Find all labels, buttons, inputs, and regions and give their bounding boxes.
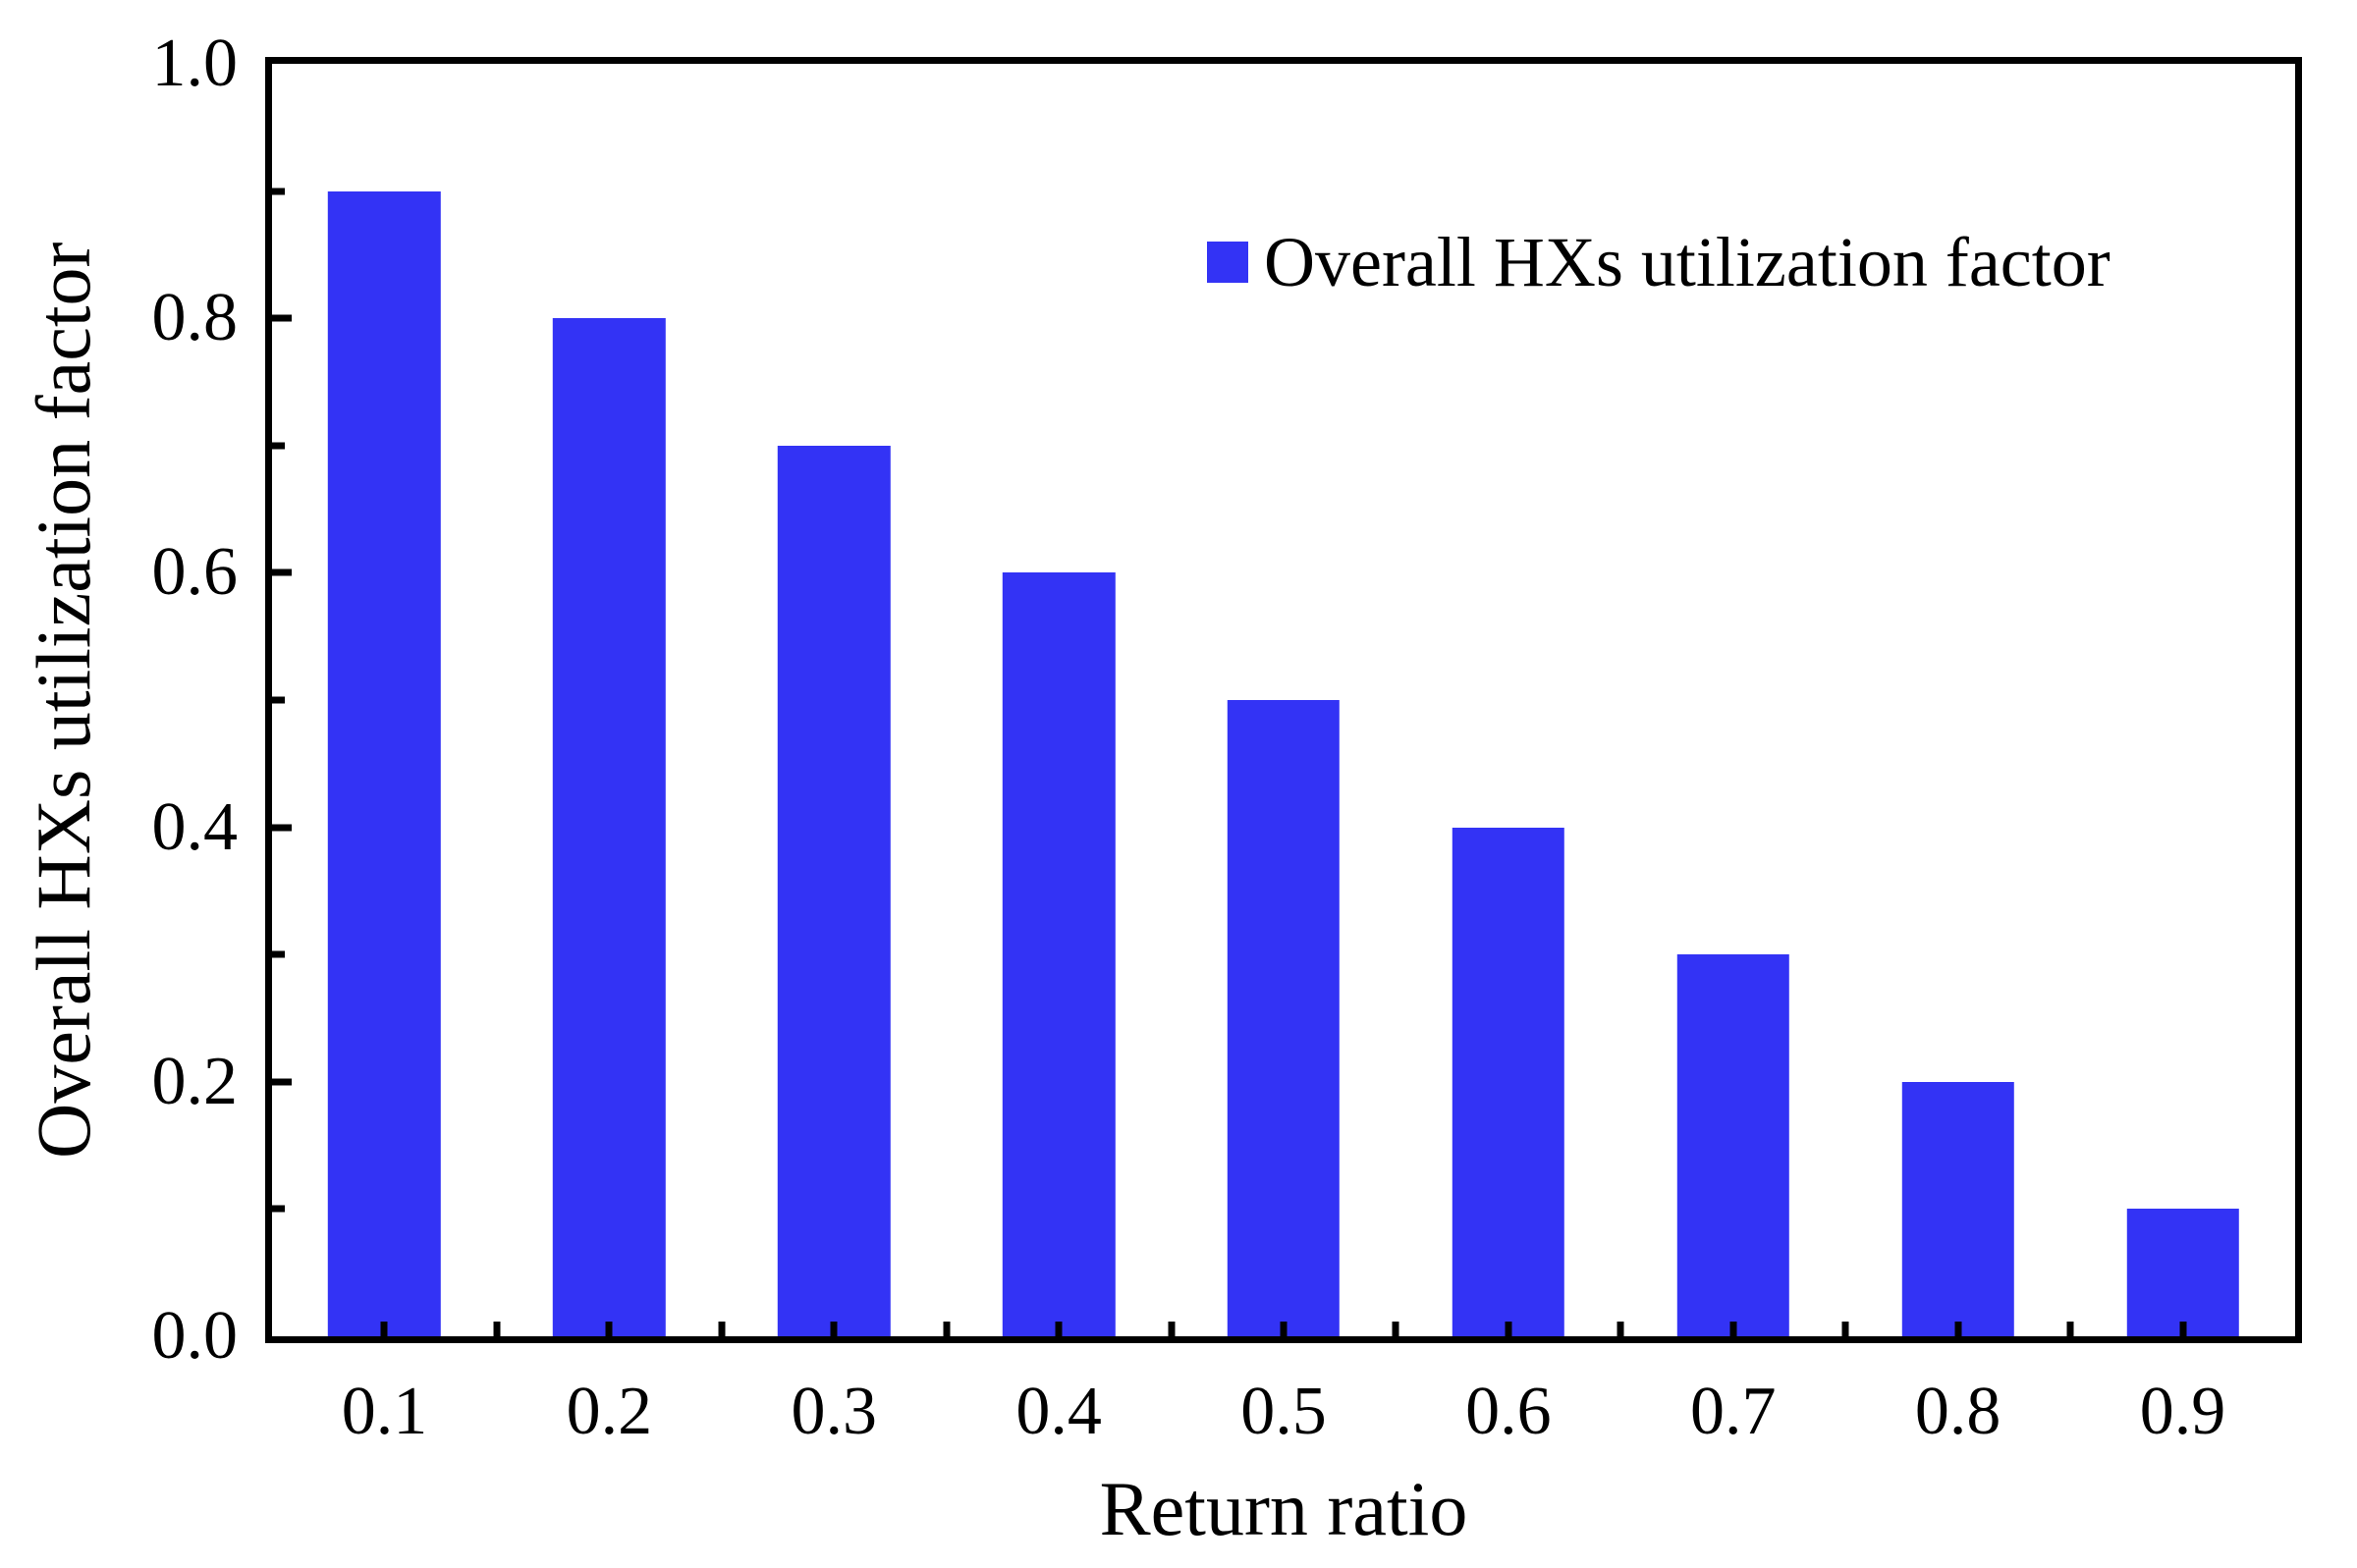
bar-0.1: [328, 190, 441, 1336]
x-tick-label: 0.8: [1914, 1374, 2001, 1449]
x-axis-tick: [1055, 1322, 1063, 1336]
y-axis-major-tick: [272, 568, 292, 576]
x-axis-tick: [1392, 1322, 1399, 1336]
y-tick-label: 0.8: [151, 280, 239, 356]
plot-area: Overall HXs utilization factor: [265, 57, 2302, 1343]
y-tick-label: 0.4: [151, 788, 239, 865]
x-tick-label: 0.9: [2139, 1374, 2226, 1449]
bar-0.4: [1002, 572, 1116, 1336]
x-tick-label: 0.2: [566, 1374, 653, 1449]
y-axis-minor-tick: [272, 442, 285, 450]
x-tick-label: 0.1: [341, 1374, 428, 1449]
bar-0.2: [553, 318, 666, 1336]
x-axis-tick: [1168, 1322, 1176, 1336]
x-tick-label: 0.5: [1240, 1374, 1327, 1449]
bar-0.5: [1227, 700, 1341, 1336]
legend: Overall HXs utilization factor: [1207, 227, 2110, 297]
x-tick-label: 0.7: [1690, 1374, 1777, 1449]
x-axis-tick: [605, 1322, 613, 1336]
y-tick-label: 0.0: [151, 1298, 239, 1374]
bar-0.9: [2126, 1209, 2239, 1336]
x-axis-title: Return ratio: [1099, 1466, 1468, 1551]
y-axis-major-tick: [272, 1078, 292, 1086]
legend-label: Overall HXs utilization factor: [1264, 223, 2110, 301]
y-axis-minor-tick: [272, 188, 285, 195]
x-axis-tick: [1280, 1322, 1288, 1336]
x-axis-tick: [1617, 1322, 1624, 1336]
bar-0.7: [1676, 954, 1789, 1336]
x-axis-tick: [1729, 1322, 1737, 1336]
y-tick-label: 0.6: [151, 534, 239, 611]
x-axis-tick-labels: 0.1 0.2 0.3 0.4 0.5 0.6 0.7 0.8 0.9: [272, 1360, 2295, 1468]
x-axis-tick: [380, 1322, 388, 1336]
x-axis-tick: [1841, 1322, 1849, 1336]
y-axis-major-tick: [272, 824, 292, 832]
y-axis-minor-tick: [272, 1205, 285, 1213]
y-axis-tick-labels: 0.0 0.2 0.4 0.6 0.8 1.0: [0, 29, 239, 1371]
x-tick-label: 0.6: [1465, 1374, 1552, 1449]
y-axis-minor-tick: [272, 950, 285, 958]
y-tick-label: 1.0: [151, 26, 239, 101]
x-axis-tick: [2179, 1322, 2187, 1336]
x-tick-label: 0.4: [1015, 1374, 1102, 1449]
x-axis-tick: [1505, 1322, 1512, 1336]
x-axis-tick: [493, 1322, 501, 1336]
x-axis-tick: [943, 1322, 951, 1336]
x-axis-tick: [1954, 1322, 1962, 1336]
y-axis-major-tick: [272, 314, 292, 322]
x-axis-tick: [2066, 1322, 2074, 1336]
x-tick-label: 0.3: [791, 1374, 877, 1449]
bar-0.6: [1452, 827, 1565, 1336]
bar-0.8: [1901, 1081, 2014, 1336]
x-axis-tick: [718, 1322, 726, 1336]
y-tick-label: 0.2: [151, 1043, 239, 1119]
legend-swatch-icon: [1207, 242, 1248, 283]
x-axis-tick: [830, 1322, 838, 1336]
y-axis-minor-tick: [272, 696, 285, 704]
bar-0.3: [778, 445, 891, 1336]
